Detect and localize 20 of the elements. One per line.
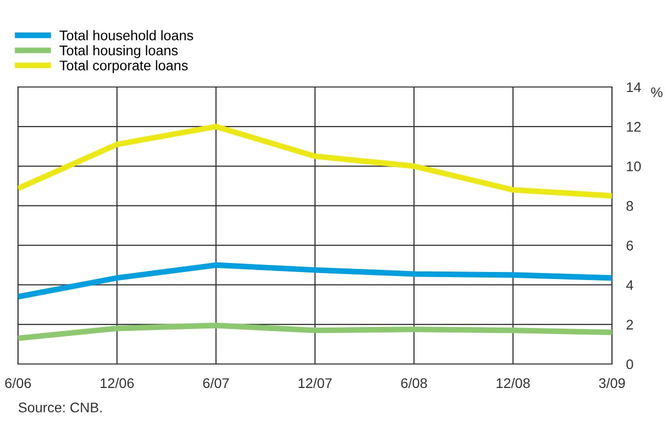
y-tick-label: 4 (626, 280, 634, 290)
x-tick-label: 6/07 (203, 378, 229, 388)
x-tick-label: 12/06 (100, 378, 134, 388)
y-tick-label: 10 (626, 161, 641, 172)
source-note: Source: CNB. (18, 402, 102, 412)
x-tick-label: 6/08 (401, 378, 427, 388)
legend-label: Total household loans (60, 30, 194, 40)
y-tick-label: 0 (626, 359, 634, 370)
y-tick-label: 6 (626, 240, 634, 250)
x-tick-label: 12/07 (298, 378, 332, 388)
legend-label: Total corporate loans (60, 60, 188, 74)
x-tick-label: 6/06 (5, 378, 31, 388)
y-tick-label: 14 (626, 82, 641, 92)
x-tick-label: 12/08 (496, 378, 530, 388)
y-tick-label: 2 (626, 320, 633, 330)
y-axis-title: % (651, 87, 662, 98)
y-tick-label: 12 (626, 122, 641, 132)
x-tick-label: 3/09 (599, 378, 625, 388)
y-tick-label: 8 (626, 201, 634, 211)
legend-label: Total housing loans (60, 45, 178, 58)
